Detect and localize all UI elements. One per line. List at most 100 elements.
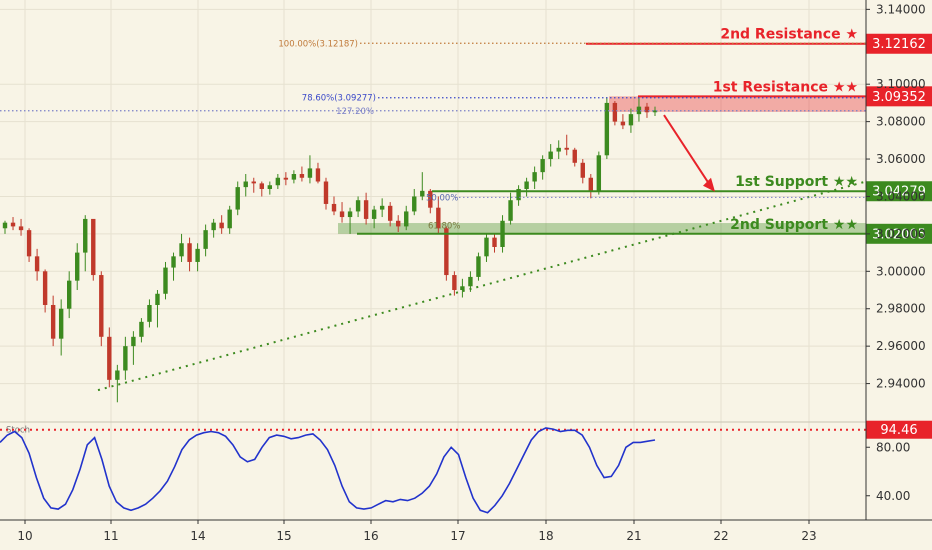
price-tick-label: 2.96000 xyxy=(876,339,926,353)
candle-body xyxy=(612,102,618,122)
candle-body xyxy=(404,211,409,227)
candle-body xyxy=(2,222,8,229)
stoch-line xyxy=(0,427,656,514)
grid xyxy=(0,0,866,520)
candle-body xyxy=(123,346,128,371)
candle-body xyxy=(331,203,337,212)
candle-body xyxy=(83,218,88,253)
fib-levels: 100.00%(3.12187) 78.60%(3.09277) 127.20% 50… xyxy=(0,39,866,231)
candle-body xyxy=(436,207,441,229)
candle-body xyxy=(99,275,104,337)
candle-body xyxy=(251,181,256,184)
candle-body xyxy=(532,172,537,182)
time-tick-label: 18 xyxy=(538,529,553,543)
level-badge-text: 3.12162 xyxy=(872,37,926,52)
level-badge xyxy=(866,86,932,107)
candle-body xyxy=(339,211,345,218)
candle-body xyxy=(396,220,401,227)
candle-body xyxy=(227,209,232,229)
candle-body xyxy=(18,226,24,231)
fib-label: 61.80% xyxy=(428,221,460,231)
candle-body xyxy=(652,110,658,113)
candle-body xyxy=(299,174,305,178)
candle-body xyxy=(580,162,585,178)
candle-body xyxy=(412,196,417,212)
fib-label: 100.00%(3.12187) xyxy=(278,39,358,49)
price-axis: 2.94000 2.96000 2.98000 3.00000 3.02000 3.040… xyxy=(865,0,926,520)
candle-body xyxy=(50,304,56,339)
candles xyxy=(2,97,658,403)
candle-body xyxy=(644,106,650,113)
candle-body xyxy=(636,106,642,115)
level-label: 2nd Support ★★ xyxy=(730,217,858,233)
candle-body xyxy=(66,280,72,309)
candle-body xyxy=(10,222,16,227)
candle-body xyxy=(588,177,594,191)
price-tick-label: 3.08000 xyxy=(876,115,926,129)
candle-body xyxy=(203,230,208,249)
candle-body xyxy=(371,209,377,219)
candle-body xyxy=(187,243,192,262)
price-tick-label: 2.94000 xyxy=(876,377,926,391)
price-tick-label: 3.04000 xyxy=(876,189,926,203)
time-tick-label: 14 xyxy=(190,529,205,543)
candle-body xyxy=(468,276,473,287)
candle-body xyxy=(572,149,577,163)
candle-body xyxy=(179,243,184,257)
candle-body xyxy=(387,205,393,221)
time-tick-label: 21 xyxy=(626,529,641,543)
level-badge-text: 3.09352 xyxy=(872,90,926,105)
candle-body xyxy=(460,286,465,291)
candle-body xyxy=(379,205,385,210)
candle-body xyxy=(620,121,626,126)
price-tick-label: 3.02000 xyxy=(876,227,926,241)
candle-body xyxy=(195,248,200,262)
stoch-panel: Stoch94.46 xyxy=(0,420,932,514)
candle-body xyxy=(548,151,553,160)
arrow-shaft xyxy=(663,114,712,188)
candle-body xyxy=(452,275,457,291)
candle-body xyxy=(556,147,561,152)
candle-body xyxy=(107,336,112,380)
candle-body xyxy=(147,304,152,322)
candle-body xyxy=(347,211,353,218)
stoch-level-badge xyxy=(866,420,932,439)
time-tick-label: 15 xyxy=(276,529,291,543)
candle-body xyxy=(91,218,96,276)
candle-body xyxy=(259,183,264,189)
candle-body xyxy=(26,230,32,257)
candle-body xyxy=(211,222,216,231)
candle-body xyxy=(596,155,602,191)
candle-body xyxy=(155,293,160,305)
level-badge xyxy=(866,33,932,54)
time-tick-label: 17 xyxy=(450,529,465,543)
candle-body xyxy=(355,200,361,212)
candle-body xyxy=(235,187,240,210)
candle-body xyxy=(58,308,64,339)
candle-body xyxy=(42,271,48,305)
candle-body xyxy=(267,185,273,189)
stoch-tick-label: 80.00 xyxy=(876,440,910,454)
candle-body xyxy=(243,181,248,188)
candle-body xyxy=(540,159,545,173)
stoch-level-badge-text: 94.46 xyxy=(880,423,917,438)
fib-label: 127.20% xyxy=(336,107,374,117)
candle-body xyxy=(163,267,168,294)
candle-body xyxy=(476,256,481,277)
candle-body xyxy=(484,237,489,257)
level-label: 2nd Resistance ★ xyxy=(720,27,858,43)
candle-body xyxy=(315,168,321,182)
level-badge-text: 3.02005 xyxy=(872,227,926,242)
fib-label: 78.60%(3.09277) xyxy=(302,94,376,104)
time-tick-label: 23 xyxy=(801,529,816,543)
arrow-head xyxy=(703,177,715,192)
price-tick-label: 3.06000 xyxy=(876,152,926,166)
stoch-tick-label: 40.00 xyxy=(876,489,910,503)
candle-body xyxy=(444,228,449,276)
price-tick-label: 3.14000 xyxy=(876,2,926,16)
candle-body xyxy=(420,190,425,197)
candle-body xyxy=(171,256,176,268)
zones xyxy=(338,96,866,234)
